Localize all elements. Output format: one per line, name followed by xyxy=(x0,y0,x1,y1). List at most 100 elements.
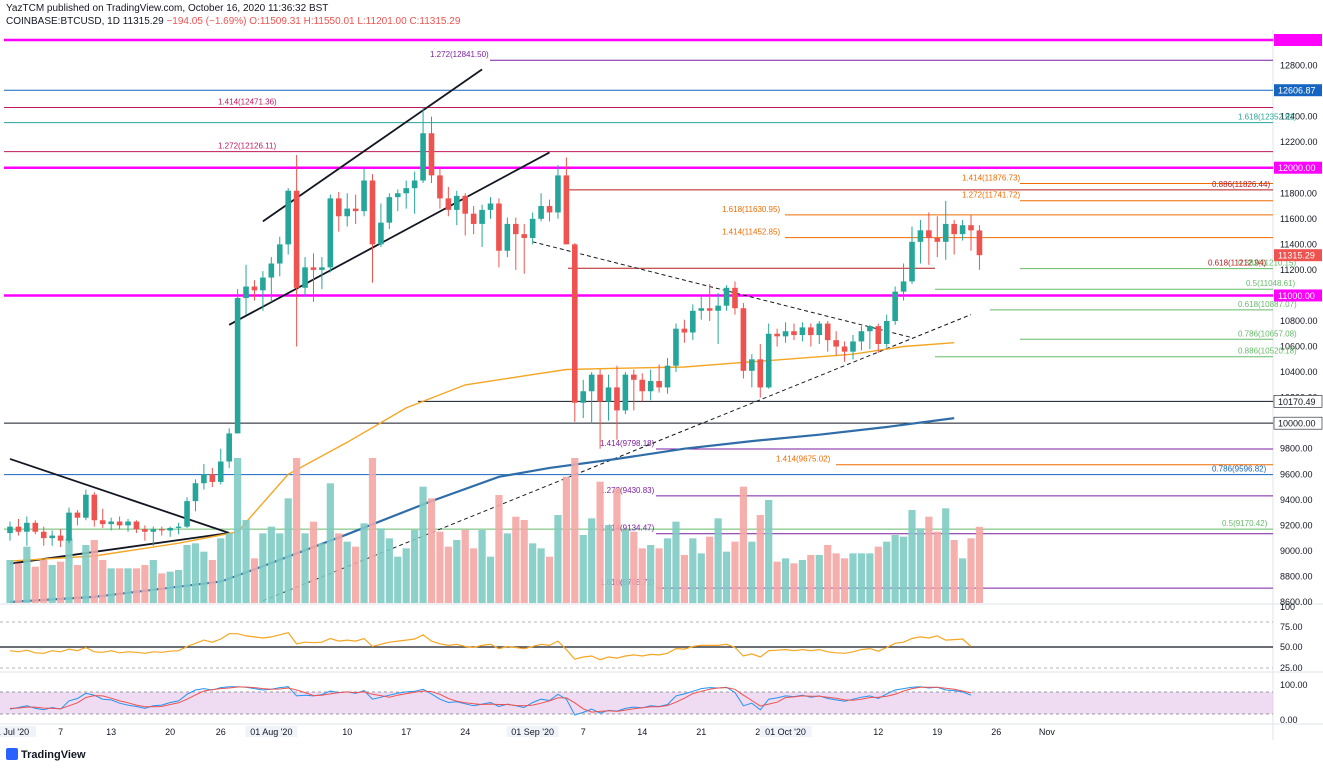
ohlc-values: O:11509.31 H:11550.01 L:11201.00 C:11315… xyxy=(249,16,461,27)
volume-bar xyxy=(554,515,562,603)
volume-bar xyxy=(183,545,191,603)
candle-body xyxy=(276,244,283,264)
volume-bar xyxy=(132,568,141,603)
brand-label: TradingView xyxy=(21,749,86,761)
candle-body xyxy=(782,331,789,337)
candle-body xyxy=(605,387,612,402)
level-label: 1.414(9675.02) xyxy=(776,455,831,464)
volume-bar xyxy=(124,568,132,603)
price-tick-label: 11400.00 xyxy=(1280,239,1317,249)
candle-body xyxy=(681,328,688,333)
candle-body xyxy=(209,474,216,482)
volume-bar xyxy=(352,546,360,603)
volume-bar xyxy=(309,521,318,603)
volume-bar xyxy=(343,541,351,603)
price-badge xyxy=(1274,161,1322,174)
price-tick-label: 11600.00 xyxy=(1280,214,1317,224)
volume-bar xyxy=(697,553,705,603)
volume-bar xyxy=(82,545,90,603)
candle-body xyxy=(453,195,460,210)
ma-fast-line xyxy=(9,342,955,562)
volume-bar xyxy=(301,533,309,603)
candle-body xyxy=(243,286,249,299)
stoch-d-line xyxy=(9,686,972,713)
time-tick-label: 26 xyxy=(991,727,1001,737)
candle-body xyxy=(285,190,291,245)
volume-bar xyxy=(773,561,781,603)
time-tick-label: 01 Oct '20 xyxy=(765,727,806,737)
volume-bar xyxy=(73,565,82,603)
volume-bar xyxy=(588,518,596,603)
volume-bar xyxy=(722,551,731,603)
candle-body xyxy=(976,230,983,256)
candle-body xyxy=(302,267,308,288)
volume-bar xyxy=(857,553,866,603)
volume-bar xyxy=(866,553,874,603)
time-tick-label: 24 xyxy=(460,727,470,737)
candle-body xyxy=(673,328,679,366)
candle-body xyxy=(479,209,485,224)
volume-bar xyxy=(461,530,469,603)
volume-bar xyxy=(141,565,149,603)
price-badge-label: 10170.49 xyxy=(1278,397,1316,407)
candle-body xyxy=(251,286,258,291)
candle-body xyxy=(133,521,140,530)
candle-body xyxy=(150,529,157,532)
volume-bar xyxy=(444,546,452,603)
candle-body xyxy=(201,474,207,484)
price-tick-label: 11200.00 xyxy=(1280,265,1317,275)
price-badge-label: 11000.00 xyxy=(1278,291,1315,301)
volume-bar xyxy=(217,538,225,603)
volume-bar xyxy=(326,483,334,603)
level-label: 0.5(11048.61) xyxy=(1246,279,1296,288)
price-change: −194.05 (−1.69%) xyxy=(166,16,247,27)
volume-bar xyxy=(942,508,950,603)
candle-body xyxy=(765,333,772,388)
candle-body xyxy=(15,526,22,532)
candle-body xyxy=(698,308,705,311)
volume-bar xyxy=(14,563,23,603)
price-tick-label: 10600.00 xyxy=(1280,342,1318,352)
candle-body xyxy=(732,287,738,309)
candle-body xyxy=(824,323,831,341)
candle-body xyxy=(184,501,190,527)
publish-info: YazTCM published on TradingView.com, Oct… xyxy=(6,3,329,14)
volume-bar xyxy=(672,521,680,603)
volume-bar xyxy=(596,481,604,603)
candle-body xyxy=(268,263,275,278)
channel-upper xyxy=(262,68,483,223)
volume-bar xyxy=(242,520,250,603)
volume-bar xyxy=(537,548,545,603)
candle-body xyxy=(951,223,957,235)
volume-bar xyxy=(225,533,233,603)
volume-bar xyxy=(402,548,410,603)
candle-body xyxy=(850,341,856,352)
volume-bar xyxy=(495,495,503,603)
time-axis: 01 Jul '20 7 13 20 26 01 Aug '20 10 17 24 01 Sep … xyxy=(0,726,1055,737)
volume-bar xyxy=(368,458,377,603)
candle-body xyxy=(462,195,469,214)
volume-bar xyxy=(562,476,570,603)
candle-body xyxy=(715,305,721,311)
rsi-pane: 100 75.00 50.00 25.00 xyxy=(0,602,1303,673)
volume-bar xyxy=(335,533,343,603)
time-tick-label: 26 xyxy=(216,727,226,737)
candle-body xyxy=(791,331,797,336)
volume-bar xyxy=(208,560,216,603)
volume-bar xyxy=(175,570,183,603)
volume-bar xyxy=(158,573,166,603)
time-tick-label: 01 Sep '20 xyxy=(511,727,554,737)
candle-body xyxy=(926,230,932,238)
volume-bar xyxy=(166,571,174,603)
candle-body xyxy=(892,291,898,321)
time-tick-label: 17 xyxy=(401,727,411,737)
volume-bar xyxy=(259,533,267,603)
last-price: 11315.29 xyxy=(122,16,164,27)
candle-body xyxy=(24,522,30,532)
candle-body xyxy=(57,535,64,541)
candle-body xyxy=(808,327,814,336)
price-badge xyxy=(1274,84,1322,97)
candle-body xyxy=(445,198,452,210)
level-label: 1.272(9430.83) xyxy=(600,486,655,495)
